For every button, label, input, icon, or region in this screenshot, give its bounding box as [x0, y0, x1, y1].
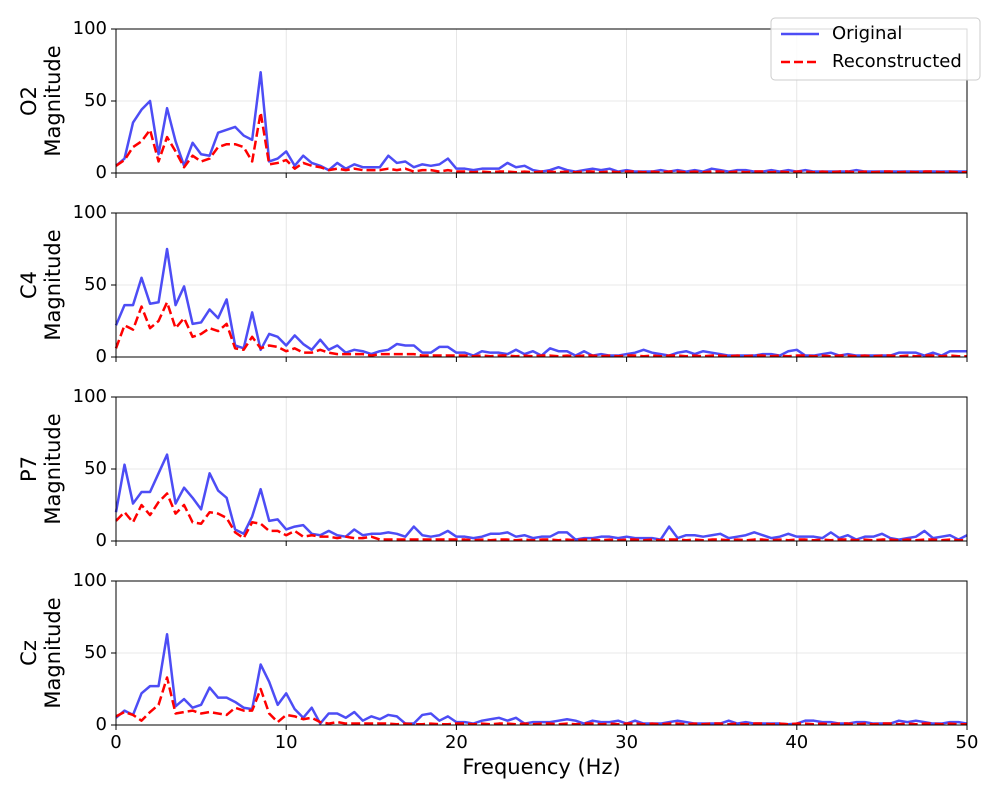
subplot: 0 50 100 P7 Magnitude — [17, 386, 968, 551]
y-tick-label: 100 — [73, 18, 107, 39]
x-tick-label: 10 — [275, 732, 298, 753]
y-tick-label: 50 — [84, 274, 107, 295]
subplot: 0 50 100 C4 Magnitude — [17, 202, 968, 367]
y-tick-label: 100 — [73, 570, 107, 591]
y-axis-label: P7 — [17, 456, 41, 482]
y-axis-label: C4 — [17, 271, 41, 299]
series-line — [115, 492, 967, 542]
x-tick-label: 30 — [615, 732, 638, 753]
x-tick-label: 20 — [445, 732, 468, 753]
x-tick-label: 0 — [110, 732, 121, 753]
series-line — [115, 676, 967, 726]
legend-label: Original — [832, 23, 902, 44]
legend: Original Reconstructed — [770, 17, 981, 81]
plot-frame — [115, 28, 968, 174]
y-tick-label: 0 — [96, 714, 107, 735]
series-line — [115, 111, 967, 174]
y-axis-label: Magnitude — [41, 229, 65, 340]
legend-box — [770, 17, 981, 81]
y-tick-label: 0 — [96, 346, 107, 367]
y-axis-label: O2 — [17, 86, 41, 116]
series-line — [115, 633, 968, 726]
series-line — [114, 453, 968, 541]
x-tick-label: 50 — [956, 732, 979, 753]
y-tick-label: 50 — [84, 90, 107, 111]
y-tick-label: 50 — [84, 642, 107, 663]
y-tick-label: 100 — [73, 386, 107, 407]
plot-frame — [115, 212, 968, 358]
y-axis-label: Magnitude — [41, 597, 65, 708]
x-tick-label: 40 — [785, 732, 808, 753]
y-tick-label: 50 — [84, 458, 107, 479]
y-tick-label: 0 — [96, 530, 107, 551]
y-axis-label: Cz — [17, 640, 41, 666]
y-axis-label: Magnitude — [41, 45, 65, 156]
legend-label: Reconstructed — [832, 51, 962, 72]
y-axis-label: Magnitude — [41, 413, 65, 524]
series-line — [114, 301, 967, 358]
plot-frame — [115, 396, 968, 542]
y-tick-label: 100 — [73, 202, 107, 223]
x-axis-label: Frequency (Hz) — [462, 755, 620, 779]
y-tick-label: 0 — [96, 162, 107, 183]
plot-frame — [115, 580, 968, 726]
subplot: 0 50 100 0 10 20 30 40 50 Frequency (Hz) Cz Magnitu… — [17, 570, 978, 779]
